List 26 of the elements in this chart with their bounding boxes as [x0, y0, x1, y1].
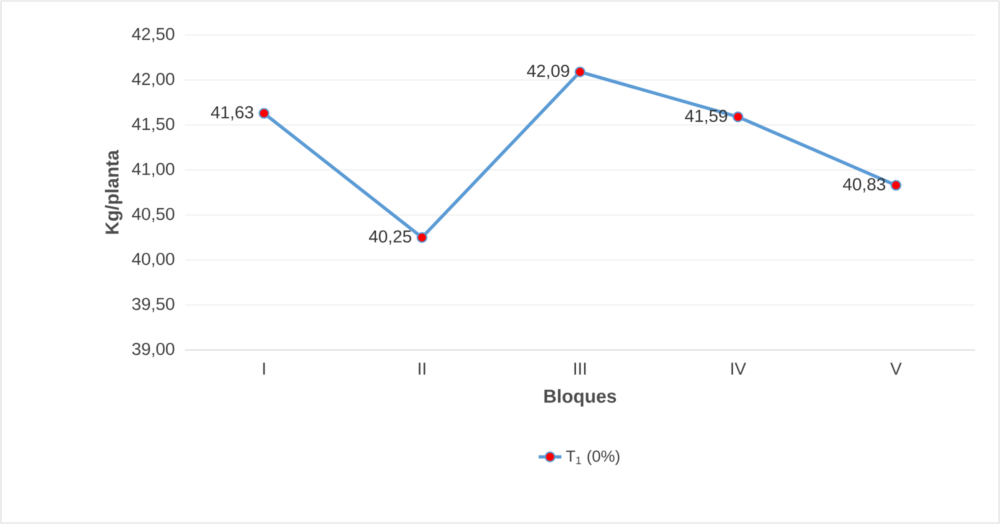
y-axis-title: Kg/planta	[104, 150, 122, 234]
y-tick-label: 41,00	[132, 162, 174, 178]
data-label: 42,09	[526, 64, 570, 80]
y-tick-label: 42,00	[132, 72, 174, 88]
x-tick-label: IV	[731, 362, 746, 375]
x-tick-label: V	[890, 362, 902, 375]
data-label: 41,63	[210, 106, 254, 120]
data-label: 40,83	[842, 178, 886, 192]
legend-label: T$_{1}$ (0%)	[566, 450, 620, 465]
x-tick-label: II	[418, 362, 426, 375]
data-label: 41,59	[684, 110, 728, 124]
y-tick-label: 40,50	[132, 208, 174, 222]
y-tick-label: 40,00	[132, 252, 174, 268]
x-tick-label: III	[574, 362, 586, 375]
data-label: 40,25	[368, 230, 412, 245]
x-tick-label: I	[263, 362, 265, 375]
y-tick-label: 41,50	[132, 118, 174, 132]
point	[416, 232, 428, 243]
point	[890, 180, 902, 191]
y-tick-label: 39,50	[132, 298, 174, 312]
point	[732, 112, 744, 122]
point	[258, 108, 270, 119]
y-tick-label: 42,50	[132, 28, 174, 42]
x-axis-title: Bloques	[544, 389, 616, 407]
point	[574, 66, 586, 78]
y-tick-label: 39,00	[132, 342, 174, 358]
